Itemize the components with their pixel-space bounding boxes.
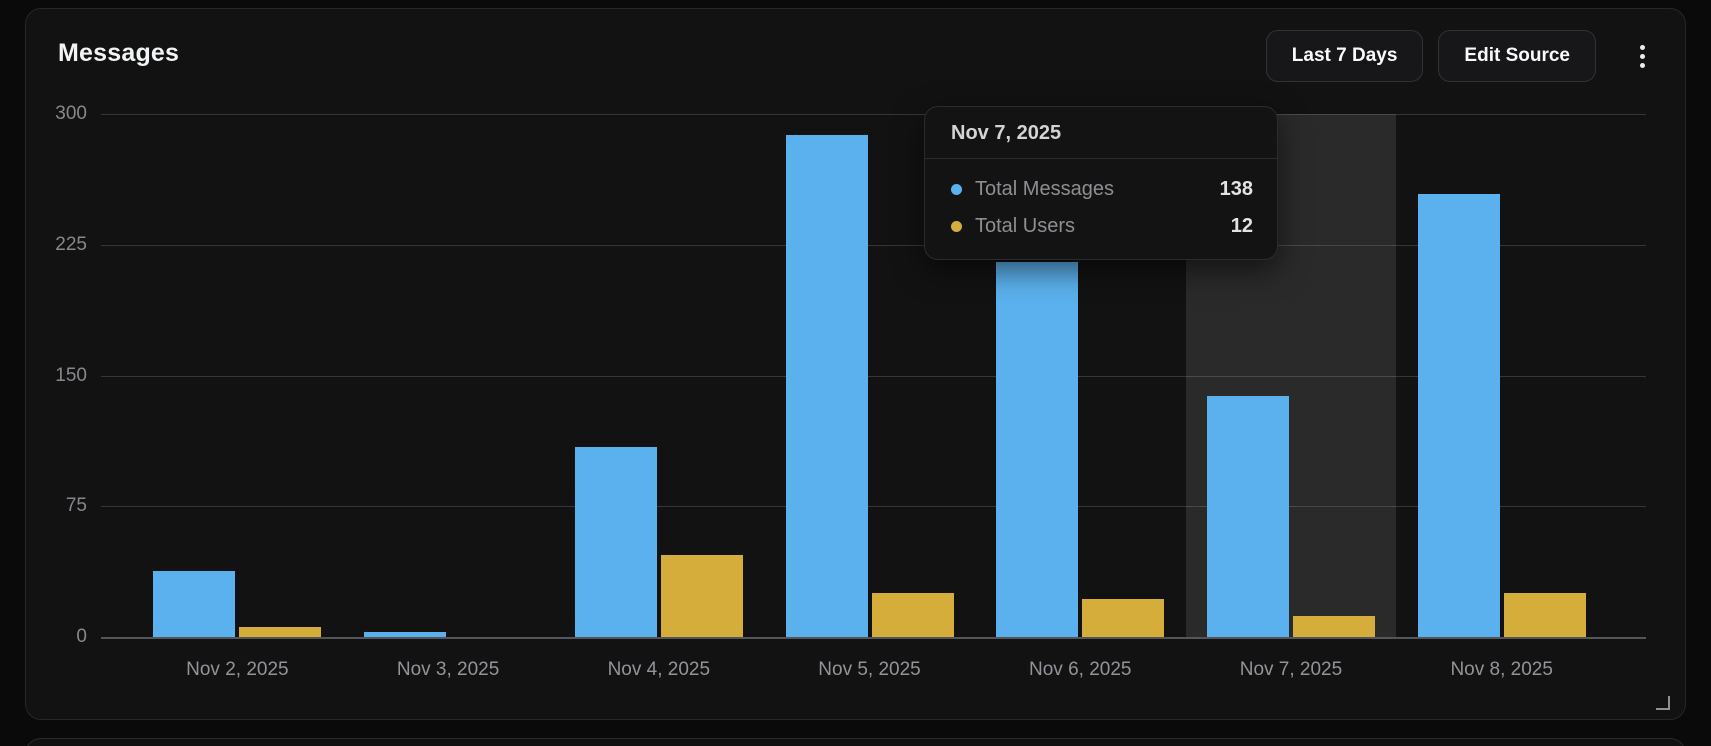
bar-total-messages[interactable] [364,631,447,637]
bar-total-users[interactable] [1082,598,1165,637]
bar-total-users[interactable] [660,555,743,637]
tooltip-row-label: Total Users [975,215,1076,237]
tooltip-row: Total Users 12 [951,208,1253,245]
chart-column[interactable]: Nov 8, 2025 [1396,114,1607,680]
chart-tooltip: Nov 7, 2025 Total Messages 138 Total Use… [924,106,1278,260]
series-dot-users-icon [951,221,962,232]
y-axis-tick: 0 [76,626,87,647]
bar-group [364,114,532,637]
edit-source-button[interactable]: Edit Source [1438,30,1596,82]
tooltip-row-value: 12 [1230,215,1253,237]
bars-region: Nov 2, 2025 Nov 3, 2025 Nov 4, 2025 Nov 5, … [132,114,1607,680]
tooltip-row-value: 138 [1219,178,1253,200]
bar-total-users[interactable] [239,626,322,637]
plot-area: 0 75 150 225 300 Nov 2, 2025 Nov 3, 2025 Nov 4,… [55,103,1646,680]
chart-column[interactable]: Nov 3, 2025 [343,114,554,680]
bar-total-users[interactable] [1292,616,1375,637]
card-header-actions: Last 7 Days Edit Source [1265,30,1659,82]
bar-total-users[interactable] [1503,593,1586,637]
y-axis-tick: 75 [65,495,87,517]
y-axis-tick: 150 [55,364,87,386]
bar-group [574,114,743,637]
tooltip-row: Total Messages 138 [951,171,1253,208]
x-axis-label: Nov 5, 2025 [818,659,921,680]
bar-group [153,114,322,637]
x-axis-label: Nov 4, 2025 [607,659,711,680]
next-card-top-edge [25,738,1686,746]
series-dot-messages-icon [951,184,962,195]
bar-group [785,114,954,637]
chart-column[interactable]: Nov 5, 2025 [764,114,975,680]
bar-group [1417,114,1586,637]
bar-group [996,114,1165,637]
bar-group [1206,114,1375,637]
bar-total-users[interactable] [871,593,954,637]
tooltip-row-label: Total Messages [975,178,1114,200]
x-axis-label: Nov 6, 2025 [1029,659,1132,680]
chart-column[interactable]: Nov 2, 2025 [132,114,343,680]
chart-column[interactable]: Nov 4, 2025 [553,114,764,680]
date-range-button[interactable]: Last 7 Days [1265,30,1424,82]
gridline [101,506,1646,508]
kebab-menu-icon[interactable] [1625,31,1659,81]
bar-total-messages[interactable] [574,446,657,637]
bar-total-messages[interactable] [153,570,236,637]
gridline [101,375,1646,377]
bar-total-messages[interactable] [1417,194,1500,637]
x-axis-label: Nov 2, 2025 [186,659,289,680]
chart-column[interactable]: Nov 6, 2025 [975,114,1186,680]
card-title: Messages [58,39,180,67]
gridline [101,114,1646,115]
tooltip-body: Total Messages 138 Total Users 12 [925,159,1277,259]
tooltip-title: Nov 7, 2025 [925,107,1277,159]
gridline [101,244,1646,246]
bar-total-messages[interactable] [785,134,868,637]
bar-total-messages[interactable] [996,262,1079,637]
x-axis-label: Nov 8, 2025 [1450,659,1553,680]
y-axis-tick: 225 [55,233,87,255]
x-axis-label: Nov 3, 2025 [396,659,500,680]
bar-total-messages[interactable] [1206,396,1289,637]
x-axis-label: Nov 7, 2025 [1239,659,1343,680]
corner-resize-icon[interactable] [1656,696,1670,710]
y-axis-tick: 300 [55,103,87,124]
messages-card: Messages Last 7 Days Edit Source 0 75 150 2… [25,8,1686,720]
